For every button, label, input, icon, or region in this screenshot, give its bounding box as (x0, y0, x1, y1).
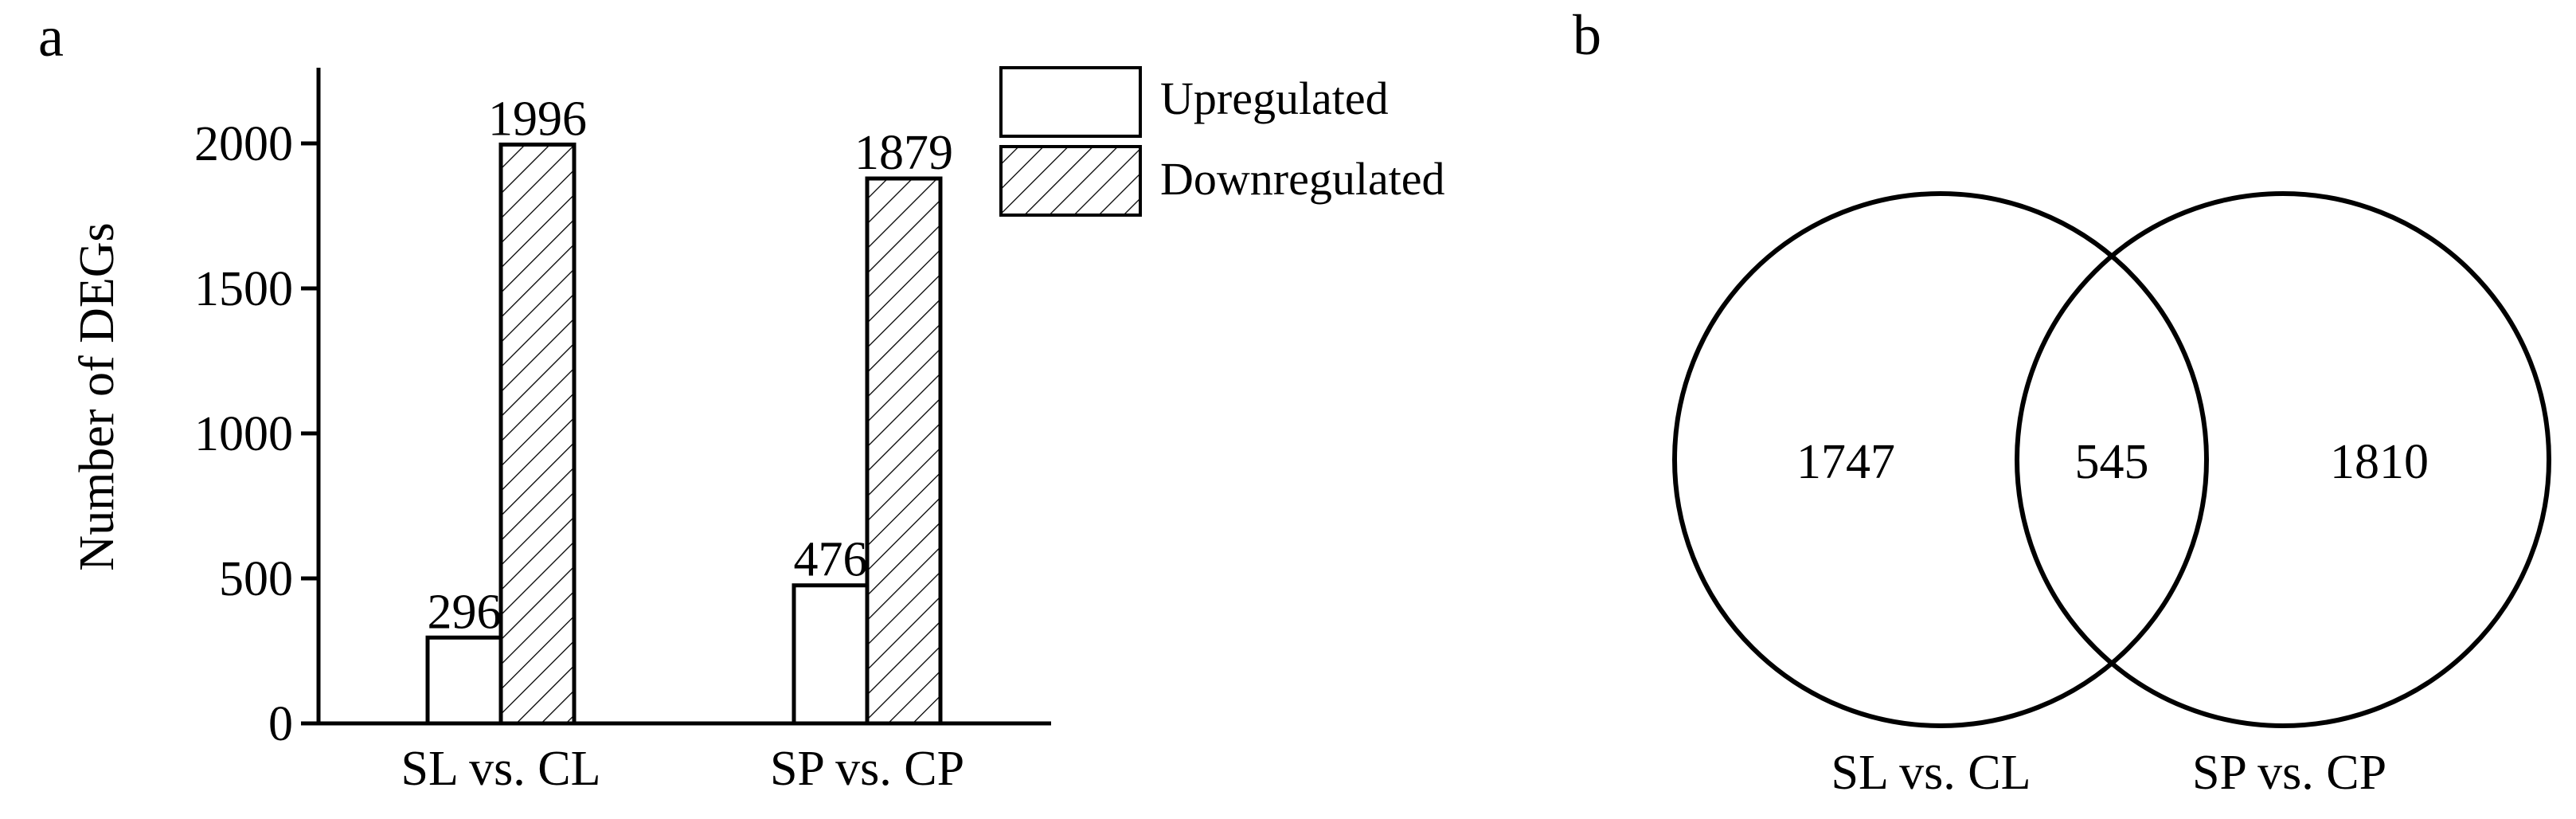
y-tick-label: 2000 (194, 117, 293, 171)
bar-value-label: 1996 (488, 92, 587, 146)
bar-downregulated-1 (865, 176, 943, 726)
legend: Upregulated Downregulated (999, 66, 1445, 217)
bar-value-label: 1879 (854, 126, 953, 180)
bar-upregulated-0 (425, 635, 503, 726)
venn-intersection-count: 545 (2075, 435, 2149, 489)
x-category-label: SL vs. CL (401, 742, 601, 796)
bar-value-label: 476 (794, 533, 868, 587)
venn-only-left-count: 1747 (1796, 435, 1895, 489)
y-tick-label: 1000 (194, 407, 293, 461)
venn-circle-right (2015, 191, 2551, 728)
venn-circle-left (1672, 191, 2209, 728)
x-labels: SL vs. CL SP vs. CP (401, 742, 965, 796)
y-axis-label: Number of DEGs (70, 222, 124, 570)
x-category-label: SP vs. CP (770, 742, 964, 796)
venn-diagram: 1747 545 1810 SL vs. CL SP vs. CP (1672, 191, 2551, 800)
bar-chart: 0 500 1000 1500 2000 296 1996 476 1879 SL vs. C… (70, 66, 1445, 796)
bars (425, 142, 943, 726)
y-tick-label: 0 (268, 697, 293, 751)
bar-downregulated-0 (498, 142, 577, 726)
bar-upregulated-1 (792, 583, 870, 726)
venn-set-label-right: SP vs. CP (2192, 746, 2386, 800)
y-tick-label: 1500 (194, 262, 293, 316)
legend-swatch-downregulated (999, 145, 1142, 217)
y-ticks: 0 500 1000 1500 2000 (194, 117, 319, 751)
panel-b-label: b (1573, 3, 1601, 67)
y-tick-label: 500 (219, 552, 293, 606)
panel-a-label: a (38, 5, 64, 69)
legend-swatch-upregulated (999, 66, 1142, 138)
bar-value-label: 296 (428, 585, 502, 639)
venn-set-label-left: SL vs. CL (1831, 746, 2031, 800)
bar-labels: 296 1996 476 1879 (428, 92, 954, 639)
legend-label-upregulated: Upregulated (1160, 72, 1389, 124)
venn-only-right-count: 1810 (2330, 435, 2429, 489)
legend-label-downregulated: Downregulated (1160, 153, 1445, 205)
